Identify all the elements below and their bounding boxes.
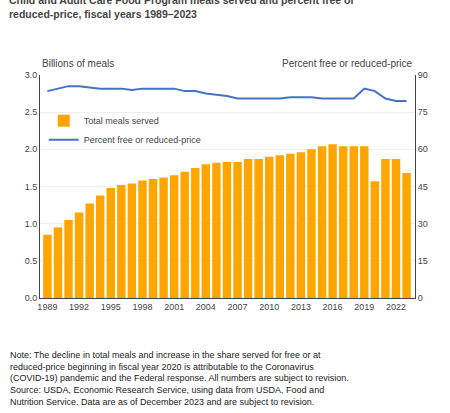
- svg-text:Total meals served: Total meals served: [84, 116, 159, 126]
- svg-text:Note: The decline in total mea: Note: The decline in total meals and inc…: [10, 350, 349, 407]
- svg-text:2022: 2022: [386, 302, 406, 312]
- svg-text:2013: 2013: [291, 302, 311, 312]
- svg-text:2007: 2007: [228, 302, 248, 312]
- svg-text:1995: 1995: [101, 302, 121, 312]
- svg-text:0.5: 0.5: [25, 256, 38, 266]
- svg-text:2016: 2016: [323, 302, 343, 312]
- svg-text:90: 90: [418, 70, 428, 80]
- svg-text:45: 45: [418, 182, 428, 192]
- svg-text:Billions of meals: Billions of meals: [42, 58, 114, 69]
- svg-text:30: 30: [418, 219, 428, 229]
- svg-text:0.0: 0.0: [25, 293, 38, 303]
- svg-text:2010: 2010: [259, 302, 279, 312]
- svg-text:2001: 2001: [164, 302, 184, 312]
- svg-text:1989: 1989: [37, 302, 57, 312]
- svg-text:0: 0: [418, 293, 423, 303]
- svg-text:2.0: 2.0: [25, 144, 38, 154]
- svg-text:1.5: 1.5: [25, 182, 38, 192]
- svg-text:2019: 2019: [354, 302, 374, 312]
- svg-text:75: 75: [418, 107, 428, 117]
- svg-text:1.0: 1.0: [25, 219, 38, 229]
- svg-text:60: 60: [418, 144, 428, 154]
- svg-text:Percent free or reduced-price: Percent free or reduced-price: [84, 135, 201, 145]
- svg-text:Child and Adult Care Food Prog: Child and Adult Care Food Program meals …: [9, 0, 355, 20]
- svg-text:2004: 2004: [196, 302, 216, 312]
- svg-text:Percent free or reduced-price: Percent free or reduced-price: [282, 58, 413, 69]
- svg-text:15: 15: [418, 256, 428, 266]
- svg-text:2.5: 2.5: [25, 107, 38, 117]
- svg-text:1992: 1992: [69, 302, 89, 312]
- svg-text:3.0: 3.0: [25, 70, 38, 80]
- svg-text:1998: 1998: [132, 302, 152, 312]
